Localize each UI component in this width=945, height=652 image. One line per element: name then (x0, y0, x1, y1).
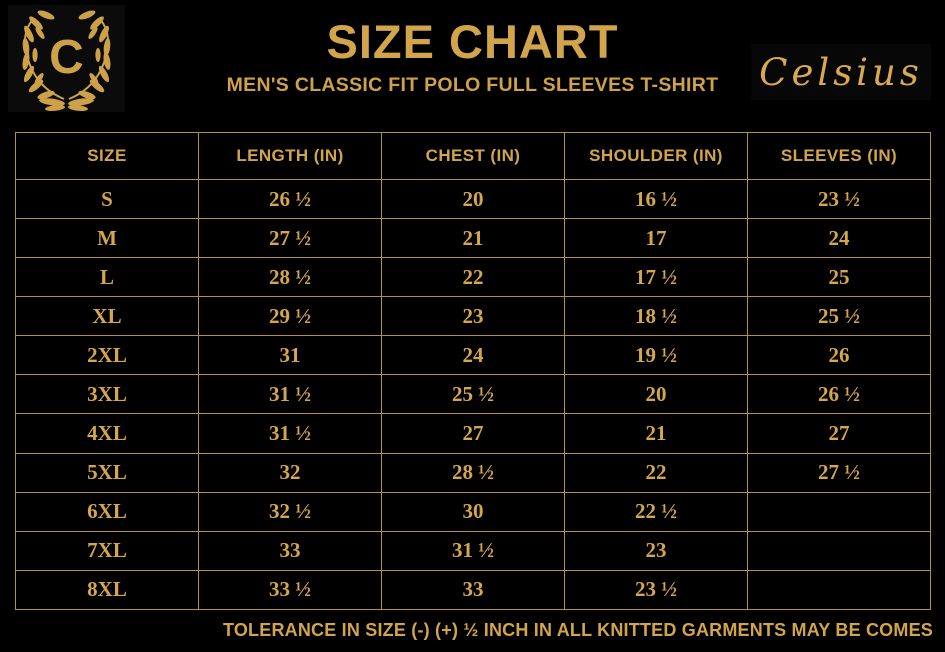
table-row: 4XL 31 ½ 27 21 27 (15, 413, 931, 454)
tolerance-note: TOLERANCE IN SIZE (-) (+) ½ INCH IN ALL … (222, 620, 933, 640)
column-header-chest: CHEST (IN) (381, 132, 565, 180)
table-row: XL 29 ½ 23 18 ½ 25 ½ (15, 296, 931, 337)
measurement-cell: 19 ½ (564, 335, 748, 376)
measurement-cell: 31 ½ (381, 530, 565, 571)
page-title: SIZE CHART (326, 15, 619, 68)
measurement-cell: 25 ½ (381, 374, 565, 415)
laurel-wreath-icon: C (22, 10, 111, 111)
measurement-cell (747, 530, 931, 571)
measurement-cell: 20 (564, 374, 748, 415)
measurement-cell: 22 ½ (564, 491, 748, 532)
measurement-cell: 20 (381, 178, 565, 220)
laurel-right-branch (68, 10, 111, 100)
measurement-cell: 26 ½ (198, 178, 382, 220)
table-row: M 27 ½ 21 17 24 (15, 218, 931, 259)
measurement-cell: 26 ½ (747, 374, 931, 415)
size-cell: 6XL (15, 491, 199, 532)
measurement-cell: 23 ½ (564, 569, 748, 611)
measurement-cell: 30 (381, 491, 565, 532)
table-row: 5XL 32 28 ½ 22 27 ½ (15, 452, 931, 493)
measurement-cell (747, 491, 931, 532)
size-cell: 7XL (15, 530, 199, 571)
size-cell: 4XL (15, 413, 199, 454)
measurement-cell: 31 (198, 335, 382, 376)
measurement-cell: 26 (747, 335, 931, 376)
size-cell: XL (15, 296, 199, 337)
measurement-cell: 33 ½ (198, 569, 382, 611)
table-row: 8XL 33 ½ 33 23 ½ (15, 569, 931, 611)
measurement-cell: 31 ½ (198, 374, 382, 415)
laurel-ribbon (39, 98, 94, 111)
measurement-cell: 32 (198, 452, 382, 493)
table-row: 3XL 31 ½ 25 ½ 20 26 ½ (15, 374, 931, 415)
table-row: L 28 ½ 22 17 ½ 25 (15, 257, 931, 298)
size-cell: M (15, 218, 199, 259)
measurement-cell: 27 (747, 413, 931, 454)
measurement-cell: 23 (381, 296, 565, 337)
measurement-cell: 28 ½ (198, 257, 382, 298)
measurement-cell: 17 ½ (564, 257, 748, 298)
column-header-length: LENGTH (IN) (198, 132, 382, 180)
size-cell: 2XL (15, 335, 199, 376)
size-cell: S (15, 178, 199, 220)
measurement-cell: 32 ½ (198, 491, 382, 532)
measurement-cell: 27 ½ (198, 218, 382, 259)
logo-letter: C (49, 31, 84, 84)
measurement-cell: 23 ½ (747, 178, 931, 220)
table-row: 2XL 31 24 19 ½ 26 (15, 335, 931, 376)
table-header: SIZE LENGTH (IN) CHEST (IN) SHOULDER (IN… (15, 132, 931, 180)
measurement-cell: 21 (564, 413, 748, 454)
size-cell: 3XL (15, 374, 199, 415)
measurement-cell: 21 (381, 218, 565, 259)
column-header-shoulder: SHOULDER (IN) (564, 132, 748, 180)
measurement-cell: 18 ½ (564, 296, 748, 337)
table-row: 7XL 33 31 ½ 23 (15, 530, 931, 571)
brand-script-name: Celsius (751, 44, 931, 100)
measurement-cell: 22 (564, 452, 748, 493)
table-header-row: SIZE LENGTH (IN) CHEST (IN) SHOULDER (IN… (15, 132, 931, 180)
size-table-body: S 26 ½ 20 16 ½ 23 ½ M 27 ½ 21 17 24 L 28 ½ 22 17 ½ 25 X… (15, 178, 931, 611)
measurement-cell: 28 ½ (381, 452, 565, 493)
measurement-cell: 25 (747, 257, 931, 298)
page-subtitle: MEN'S CLASSIC FIT POLO FULL SLEEVES T-SH… (226, 74, 719, 96)
measurement-cell: 16 ½ (564, 178, 748, 220)
brand-logo: C (8, 5, 125, 112)
header-titles: SIZE CHART MEN'S CLASSIC FIT POLO FULL S… (0, 18, 945, 97)
measurement-cell: 24 (747, 218, 931, 259)
table-row: S 26 ½ 20 16 ½ 23 ½ (15, 178, 931, 220)
measurement-cell: 25 ½ (747, 296, 931, 337)
column-header-size: SIZE (15, 132, 199, 180)
measurement-cell: 24 (381, 335, 565, 376)
measurement-cell: 29 ½ (198, 296, 382, 337)
measurement-cell: 17 (564, 218, 748, 259)
laurel-left-branch (22, 10, 65, 100)
size-cell: L (15, 257, 199, 298)
size-cell: 8XL (15, 569, 199, 611)
measurement-cell (747, 569, 931, 611)
measurement-cell: 33 (198, 530, 382, 571)
measurement-cell: 31 ½ (198, 413, 382, 454)
size-chart-table: SIZE LENGTH (IN) CHEST (IN) SHOULDER (IN… (15, 132, 931, 611)
column-header-sleeves: SLEEVES (IN) (747, 132, 931, 180)
measurement-cell: 33 (381, 569, 565, 611)
table-row: 6XL 32 ½ 30 22 ½ (15, 491, 931, 532)
measurement-cell: 27 (381, 413, 565, 454)
measurement-cell: 22 (381, 257, 565, 298)
measurement-cell: 23 (564, 530, 748, 571)
size-cell: 5XL (15, 452, 199, 493)
measurement-cell: 27 ½ (747, 452, 931, 493)
